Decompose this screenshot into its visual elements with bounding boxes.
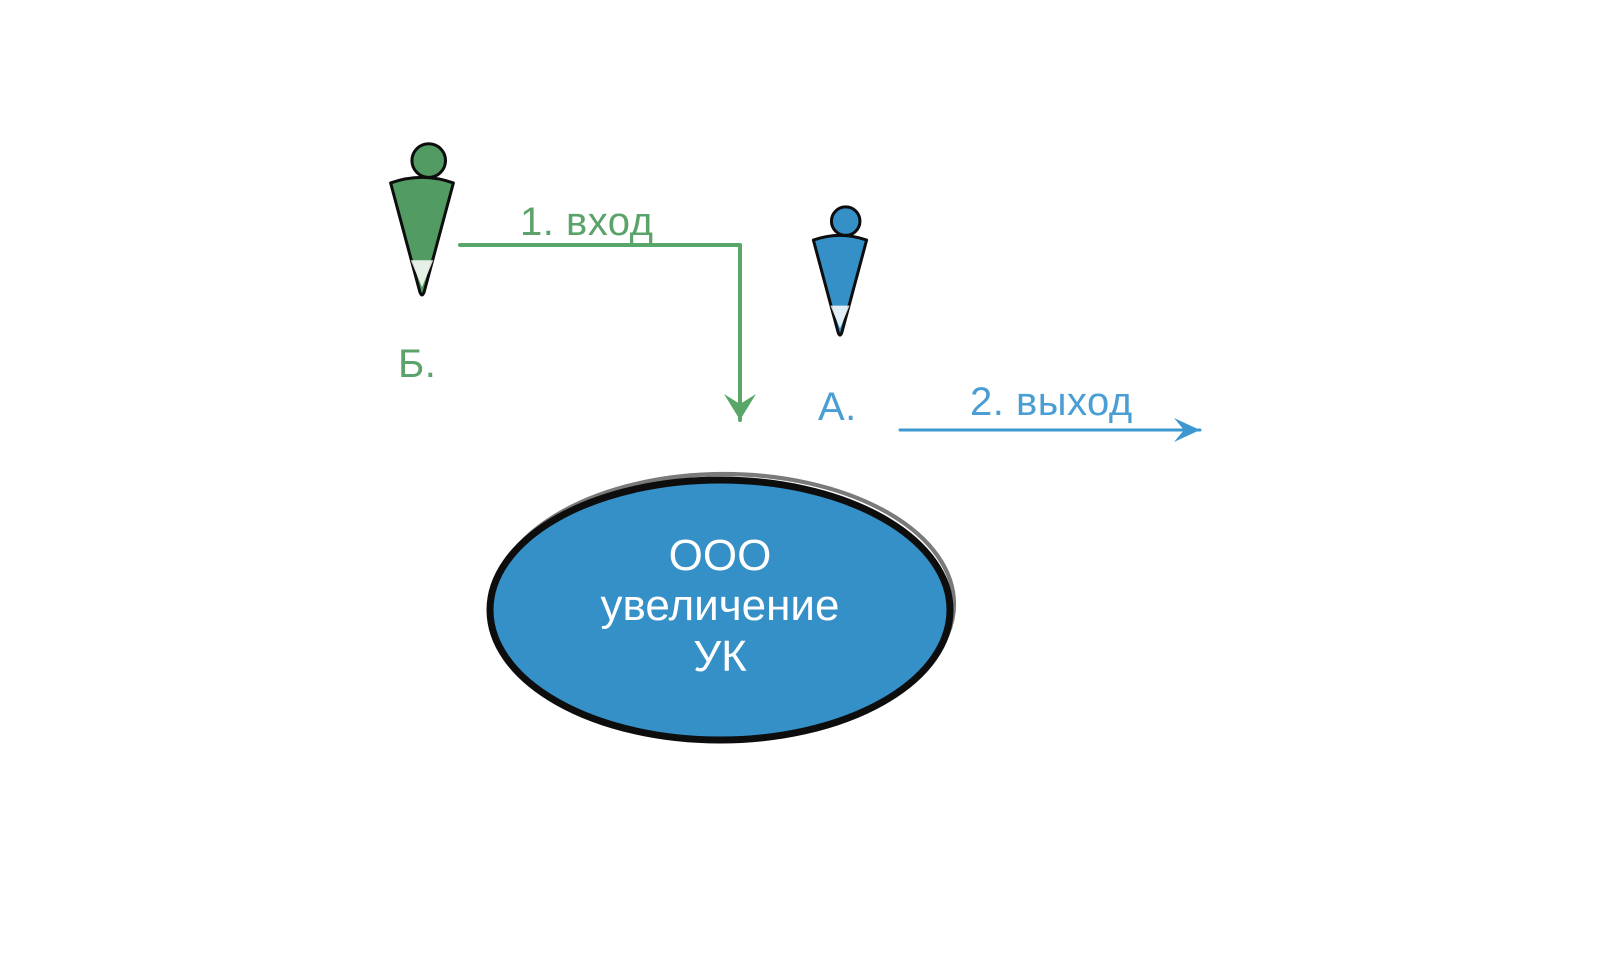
person-b-label: Б. <box>398 342 436 387</box>
diagram-svg <box>0 0 1600 958</box>
arrow-enter-line <box>460 245 740 420</box>
person-b-icon <box>391 144 454 295</box>
person-a-label: А. <box>818 385 857 430</box>
ellipse-line-3: УК <box>693 632 747 681</box>
person-a-icon <box>813 207 866 335</box>
arrow-enter-label: 1. вход <box>520 200 653 245</box>
ellipse-line-2: увеличение <box>601 581 840 630</box>
company-ellipse-text: ООО увеличение УК <box>490 531 950 683</box>
arrow-exit-label: 2. выход <box>970 380 1133 425</box>
ellipse-line-1: ООО <box>669 531 772 580</box>
diagram-canvas: Б. А. 1. вход 2. выход ООО увеличение УК <box>0 0 1600 958</box>
